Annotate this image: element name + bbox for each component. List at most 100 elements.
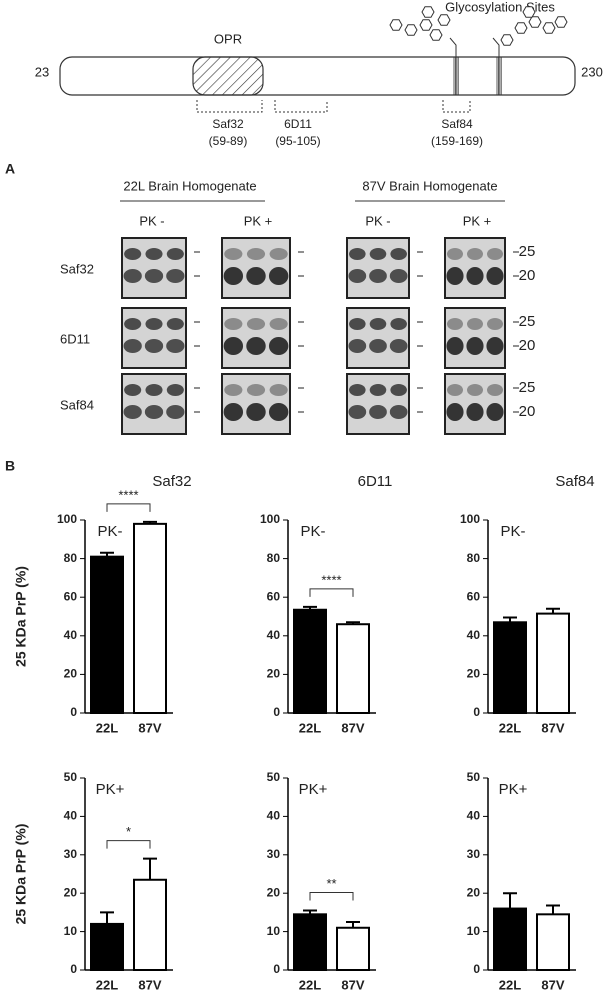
blot-band — [390, 384, 407, 396]
y-tick-label: 10 — [64, 924, 78, 938]
x-tick-label: 87V — [138, 720, 161, 735]
blot-band — [246, 267, 266, 285]
y-tick-label: 30 — [64, 847, 78, 861]
error-bar — [346, 621, 360, 625]
blot-band — [145, 248, 163, 260]
blot-band — [369, 318, 387, 330]
glycan-sugar — [528, 16, 542, 28]
blot-band — [268, 267, 289, 285]
blot-band — [144, 339, 164, 353]
chart-title: Saf84 — [555, 473, 594, 490]
error-bar — [303, 605, 317, 610]
x-tick-label: 22L — [299, 977, 321, 992]
bar — [536, 913, 570, 972]
blot-band — [123, 405, 142, 419]
x-tick-label: 22L — [499, 977, 521, 992]
blot-band — [369, 405, 387, 419]
blot-band — [446, 403, 464, 421]
panel-annotation: PK- — [300, 523, 325, 540]
blot-band — [486, 337, 504, 355]
blot-band — [124, 384, 142, 396]
blot-band — [447, 384, 463, 396]
blot-band — [348, 269, 367, 283]
blot-band — [166, 248, 184, 260]
y-tick-label: 20 — [267, 667, 281, 681]
y-tick-label: 0 — [473, 962, 480, 976]
blot-band — [166, 405, 185, 419]
blot-band — [446, 267, 464, 285]
marker-label: 20 — [519, 267, 536, 284]
y-tick-label: 80 — [467, 551, 481, 565]
error-bar — [503, 616, 517, 623]
blot-band — [390, 318, 407, 330]
opr-label: OPR — [214, 31, 242, 46]
panel-annotation: PK- — [500, 523, 525, 540]
bar — [336, 623, 370, 714]
epitope-range: (159-169) — [431, 134, 483, 148]
blot-band — [369, 339, 387, 353]
error-bar — [503, 892, 517, 909]
lane-label: PK + — [244, 213, 273, 228]
y-tick-label: 50 — [267, 770, 281, 784]
y-tick-label: 40 — [267, 809, 281, 823]
y-tick-label: 20 — [64, 667, 78, 681]
blot-band — [124, 318, 142, 330]
significance-label: * — [126, 824, 131, 839]
bar — [493, 621, 527, 714]
x-tick-label: 22L — [96, 977, 118, 992]
glycan-sugar — [437, 14, 451, 26]
blot-band — [145, 384, 163, 396]
y-tick-label: 0 — [273, 962, 280, 976]
blot-band — [466, 337, 484, 355]
epitope-range: (59-89) — [209, 134, 248, 148]
blot-band — [467, 248, 483, 260]
y-tick-label: 20 — [267, 885, 281, 899]
significance-bracket — [106, 503, 151, 512]
y-tick-label: 30 — [467, 847, 481, 861]
blot-band — [466, 403, 484, 421]
panel-annotation: PK- — [97, 523, 122, 540]
glycan-sugar — [554, 16, 568, 28]
blot-band — [369, 384, 387, 396]
significance-label: ** — [326, 876, 336, 891]
error-bar — [546, 904, 560, 915]
bar — [336, 926, 370, 972]
y-tick-label: 20 — [64, 885, 78, 899]
blot-image — [121, 237, 187, 299]
blot-band — [486, 267, 504, 285]
blot-band — [446, 337, 464, 355]
blot-band — [246, 318, 266, 330]
marker-label: 25 — [519, 313, 536, 330]
blot-band — [269, 248, 288, 260]
blot-band — [487, 248, 503, 260]
epitope-bracket — [442, 100, 471, 113]
blot-band — [224, 248, 243, 260]
bar — [293, 913, 327, 972]
blot-band — [144, 405, 164, 419]
panel-annotation: PK+ — [299, 781, 328, 798]
y-tick-label: 60 — [267, 589, 281, 603]
epitope-name: 6D11 — [284, 117, 312, 131]
blot-band — [348, 339, 367, 353]
error-bar — [143, 520, 157, 524]
blot-band — [145, 318, 163, 330]
protein-bar — [59, 56, 576, 96]
x-tick-label: 22L — [499, 720, 521, 735]
blot-band — [246, 403, 266, 421]
blot-band — [124, 248, 142, 260]
panel-annotation: PK+ — [499, 781, 528, 798]
chart-title: Saf32 — [152, 473, 191, 490]
blot-band — [166, 384, 184, 396]
bar — [536, 612, 570, 714]
blot-band — [224, 318, 243, 330]
glycan-sugar — [429, 29, 443, 41]
y-tick-label: 100 — [460, 512, 480, 526]
significance-bracket — [309, 588, 354, 597]
x-tick-label: 87V — [341, 720, 364, 735]
y-tick-label: 50 — [467, 770, 481, 784]
blot-band — [487, 384, 503, 396]
epitope-name: Saf84 — [441, 117, 473, 131]
blot-band — [390, 248, 407, 260]
row-label: 6D11 — [60, 331, 90, 346]
y-tick-label: 0 — [70, 705, 77, 719]
